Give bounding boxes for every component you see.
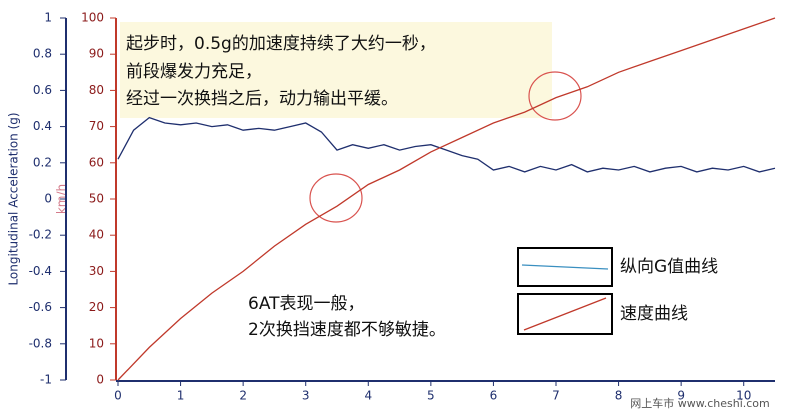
- y-tick-label: 1: [44, 11, 52, 25]
- annotation-box: [120, 22, 552, 118]
- legend-box: [517, 293, 613, 335]
- y2-tick-label: 20: [89, 300, 104, 314]
- x-tick-label: 10: [736, 389, 751, 403]
- x-tick-label: 8: [615, 389, 623, 403]
- annotation: 2次换挡速度都不够敏捷。: [248, 320, 446, 340]
- y2-tick-label: 10: [89, 336, 104, 350]
- x-tick-label: 6: [490, 389, 498, 403]
- y2-tick-label: 0: [96, 373, 104, 387]
- y2-tick-label: 40: [89, 228, 104, 242]
- y-tick-label: -0.6: [29, 300, 52, 314]
- y2-tick-label: 80: [89, 83, 104, 97]
- x-tick-label: 9: [677, 389, 685, 403]
- y-tick-label: 0.8: [33, 47, 52, 61]
- highlight-circle: [309, 173, 363, 223]
- y2-tick-label: 50: [89, 192, 104, 206]
- series-line: [117, 17, 776, 381]
- series-line: [117, 116, 776, 173]
- legend-label: 速度曲线: [620, 304, 688, 324]
- x-tick-label: 5: [427, 389, 435, 403]
- y2-tick-label: 60: [89, 155, 104, 169]
- y2-tick-label: 70: [89, 119, 104, 133]
- annotation: 起步时，0.5g的加速度持续了大约一秒，: [126, 34, 436, 54]
- x-tick-label: 3: [302, 389, 310, 403]
- annotation: 经过一次换挡之后，动力输出平缓。: [126, 89, 398, 109]
- y-tick-label: -0.4: [29, 264, 52, 278]
- legend-label: 纵向G值曲线: [620, 257, 718, 277]
- y-tick-label: -0.2: [29, 228, 52, 242]
- legend-swatch: [521, 264, 609, 270]
- y2-tick-label: 30: [89, 264, 104, 278]
- y-tick-label: 0.6: [33, 83, 52, 97]
- annotation: 6AT表现一般，: [248, 294, 365, 314]
- x-tick-label: 7: [552, 389, 560, 403]
- y-tick-label: -0.8: [29, 336, 52, 350]
- y-tick-label: -1: [40, 373, 52, 387]
- x-tick-label: 0: [114, 389, 122, 403]
- x-tick-label: 4: [364, 389, 372, 403]
- y-axis-label: Longitudinal Acceleration (g): [7, 112, 21, 285]
- y-tick-label: 0.4: [33, 119, 52, 133]
- x-tick-label: 2: [239, 389, 247, 403]
- x-tick-label: 1: [177, 389, 185, 403]
- y-tick-label: 0: [44, 192, 52, 206]
- y2-tick-label: 90: [89, 47, 104, 61]
- annotation: 前段爆发力充足，: [126, 62, 262, 82]
- y-tick-label: 0.2: [33, 155, 52, 169]
- highlight-circle: [528, 71, 582, 121]
- watermark: 网上车市 www.cheshi.com: [630, 396, 770, 410]
- legend-swatch: [523, 297, 607, 331]
- y2-tick-label: 100: [81, 11, 104, 25]
